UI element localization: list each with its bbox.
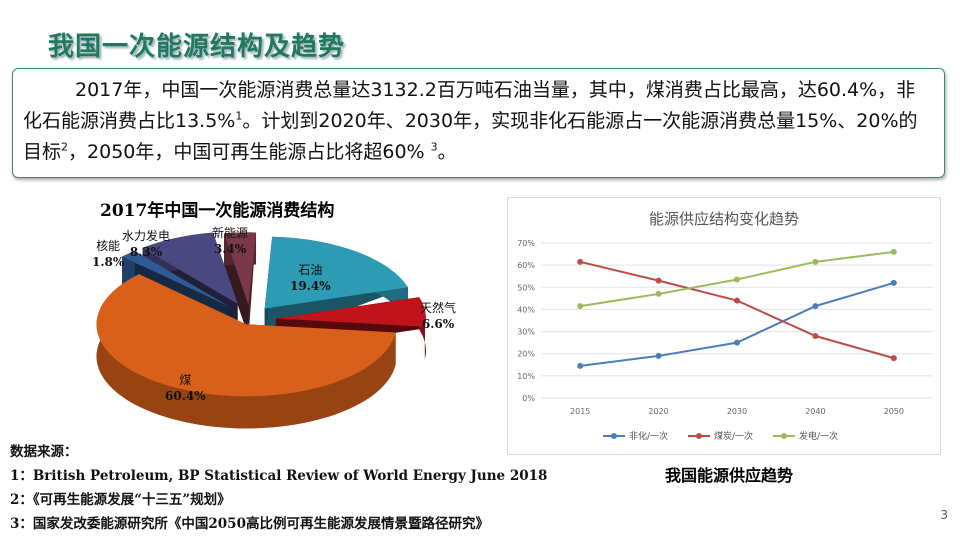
pie-label-value: 6.6%: [421, 317, 455, 331]
footnote-ref: 1: [235, 109, 243, 123]
pie-label-name: 石油: [298, 263, 323, 277]
source-item: 2：《可再生能源发展“十三五”规划》: [10, 492, 231, 508]
pie-chart-title: 2017年中国一次能源消费结构: [100, 201, 335, 221]
line-chart-svg: 0% 10% 20% 30% 40% 50% 60% 70% 2015 2020 2030 2040 2…: [517, 239, 933, 442]
x-tick-label: 2015: [570, 407, 590, 416]
source-item: 1：British Petroleum, BP Statistical Revi…: [10, 468, 548, 484]
legend-label: 非化/一次: [629, 430, 668, 442]
data-point: [734, 297, 740, 304]
pie-label: 核能 1.8%: [92, 238, 124, 270]
sources-heading: 数据来源：: [10, 444, 78, 460]
legend-label: 煤炭/一次: [714, 430, 753, 442]
legend-item: 煤炭/一次: [688, 430, 753, 442]
x-tick-label: 2040: [805, 407, 825, 416]
summary-text: 。: [437, 141, 457, 163]
pie-label-name: 水力发电: [122, 229, 171, 243]
pie-slice: [96, 274, 396, 429]
pie-label-name: 天然气: [420, 301, 457, 315]
y-tick-label: 0%: [522, 394, 535, 403]
data-point: [890, 248, 897, 255]
y-tick-label: 40%: [517, 305, 535, 314]
summary-text: 。计划到2020年、2030年，实现非化石能源占一次能源消费总量15%、20%的…: [23, 110, 918, 163]
data-point: [577, 362, 584, 369]
data-point: [812, 333, 819, 339]
pie-label: 水力发电 8.3%: [122, 228, 170, 260]
pie-label-value: 19.4%: [290, 279, 331, 293]
data-point: [812, 303, 819, 310]
pie-label-value: 1.8%: [92, 255, 125, 269]
pie-label: 石油 19.4%: [290, 262, 331, 294]
y-tick-label: 60%: [517, 261, 535, 270]
pie-slice: [264, 236, 408, 341]
data-point: [890, 279, 897, 286]
pie-label-name: 新能源: [212, 226, 249, 240]
data-point: [655, 352, 662, 359]
data-point: [734, 276, 740, 283]
pie-label: 新能源 3.4%: [212, 225, 248, 257]
data-point: [577, 303, 584, 310]
line-chart: 能源供应结构变化趋势 0% 10% 20% 30% 40% 50% 60% 70% 2015 20…: [507, 197, 941, 455]
y-tick-label: 10%: [517, 372, 535, 381]
y-tick-label: 50%: [517, 283, 535, 292]
slide-title: 我国一次能源结构及趋势: [48, 32, 346, 62]
footnote-ref: 2: [61, 140, 69, 154]
y-tick-label: 70%: [517, 239, 535, 248]
pie-slice: [224, 232, 257, 337]
legend-item: 非化/一次: [603, 430, 668, 442]
y-tick-label: 20%: [517, 350, 535, 359]
source-item: 3：国家发改委能源研究所《中国2050高比例可再生能源发展情景暨路径研究》: [10, 516, 489, 532]
data-point: [655, 277, 662, 284]
summary-box: 2017年，中国一次能源消费总量达3132.2百万吨石油当量，其中，煤消费占比最…: [12, 68, 945, 178]
data-point: [812, 258, 819, 265]
page-number: 3: [940, 508, 948, 522]
data-point: [655, 290, 662, 297]
pie-label-value: 60.4%: [165, 389, 206, 403]
data-point: [734, 339, 740, 346]
legend-item: 发电/一次: [773, 430, 838, 442]
summary-text: ，2050年，中国可再生能源占比将超60%: [68, 141, 431, 163]
pie-label: 煤 60.4%: [165, 372, 206, 404]
pie-label-name: 煤: [179, 373, 192, 387]
pie-label-value: 8.3%: [129, 245, 163, 259]
pie-label: 天然气 6.6%: [420, 300, 456, 332]
pie-chart: [96, 232, 426, 429]
pie-label-name: 核能: [96, 239, 121, 253]
summary-text: 2017年，中国一次能源消费总量达3132.2百万吨石油当量，其中，煤消费占比最…: [23, 79, 916, 132]
x-tick-label: 2050: [884, 407, 904, 416]
x-tick-label: 2030: [727, 407, 747, 416]
line-chart-title: 能源供应结构变化趋势: [648, 210, 799, 228]
data-point: [577, 258, 584, 265]
sources: 数据来源： 1：British Petroleum, BP Statistica…: [10, 440, 547, 536]
x-tick-label: 2020: [648, 407, 668, 416]
data-point: [890, 355, 897, 362]
y-tick-label: 30%: [517, 328, 535, 337]
legend-label: 发电/一次: [799, 430, 838, 442]
line-chart-caption: 我国能源供应趋势: [665, 466, 794, 485]
footnote-ref: 3: [430, 140, 438, 154]
pie-label-value: 3.4%: [213, 242, 247, 256]
